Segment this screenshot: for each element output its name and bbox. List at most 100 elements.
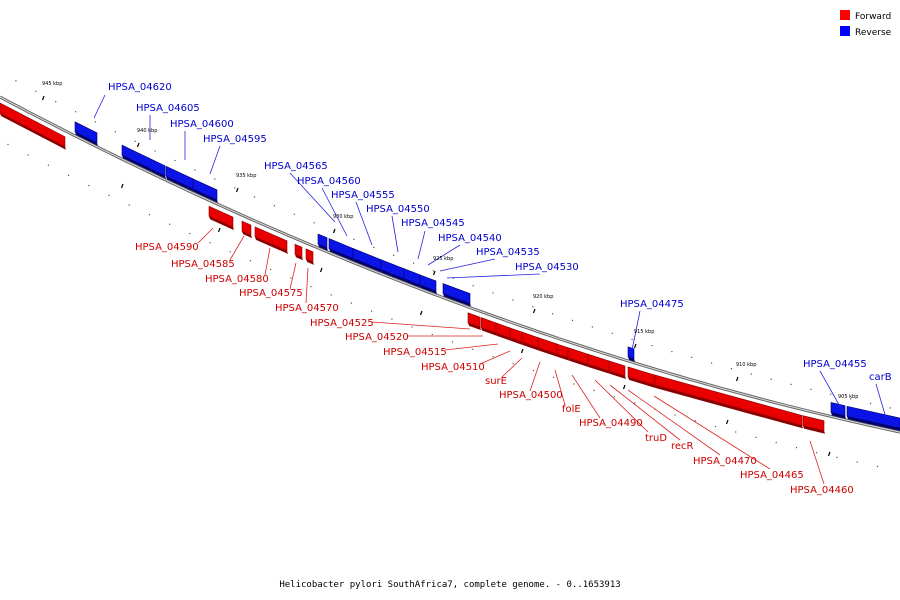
ruler-dot (631, 338, 633, 341)
forward-gene-block-edge (255, 236, 288, 254)
reverse-gene-block-edge (75, 131, 98, 146)
reverse-gene-block-edge (318, 243, 328, 251)
ruler-dot (730, 368, 732, 370)
reverse-gene-block-edge (404, 278, 421, 288)
label-leader (446, 273, 541, 279)
ruler-dot (694, 420, 696, 422)
label-leader (529, 361, 541, 392)
tick-label: 940 kbp (137, 128, 157, 134)
ruler-tick (532, 308, 536, 314)
ruler-dot (876, 465, 879, 468)
gene-label: HPSA_04530 (515, 262, 579, 273)
label-leader (93, 94, 106, 119)
ruler-dot (869, 402, 872, 405)
reverse-gene-block-edge (628, 356, 635, 362)
tick-label: 935 kbp (236, 173, 256, 179)
gene-label: HPSA_04600 (170, 119, 234, 130)
ruler-dot (750, 373, 752, 375)
ruler-dot (512, 299, 514, 301)
ruler-dot (393, 254, 395, 256)
label-leader (439, 258, 496, 272)
label-leader (479, 350, 511, 365)
label-leader (305, 267, 309, 304)
ruler-dot (532, 306, 534, 308)
ruler-dot (27, 154, 29, 156)
legend-reverse-swatch (840, 26, 850, 36)
reverse-gene-block-edge (831, 412, 846, 419)
reverse-gene-block-edge (381, 269, 405, 282)
forward-gene-block-edge (628, 376, 656, 389)
label-leader (321, 187, 348, 237)
ruler-dot (591, 326, 593, 328)
gene-label: HPSA_04500 (499, 390, 563, 401)
label-leader (197, 227, 214, 244)
ruler-dot (553, 376, 555, 378)
gene-label: HPSA_04470 (693, 456, 757, 467)
ruler-tick (827, 451, 831, 457)
ruler-tick (332, 228, 336, 234)
label-leader (229, 235, 245, 261)
ruler-dot (634, 402, 636, 404)
gene-label: recR (671, 441, 694, 452)
ruler-dot (770, 378, 772, 380)
forward-gene-block-edge (209, 216, 234, 231)
tick-label: 915 kbp (634, 329, 654, 335)
gene-label: surE (485, 376, 507, 387)
ruler-dot (671, 351, 673, 353)
label-leader (653, 395, 771, 470)
label-leader (289, 172, 336, 223)
reverse-gene-block (846, 405, 900, 429)
ruler-dot (413, 262, 415, 264)
gene-label: HPSA_04535 (476, 247, 540, 258)
backbone-highlight (0, 96, 900, 433)
ruler-dot (350, 302, 352, 304)
gene-label: HPSA_04510 (421, 362, 485, 373)
label-leader (571, 374, 601, 419)
gene-label: HPSA_04580 (205, 274, 269, 285)
legend-forward-swatch (840, 10, 850, 20)
tick-label: 925 kbp (433, 256, 453, 262)
ruler-dot (88, 184, 90, 187)
label-leader (417, 230, 426, 260)
ruler-tick (622, 384, 626, 390)
label-leader (819, 370, 843, 411)
ruler-dot (290, 277, 292, 279)
gene-label: folE (562, 404, 581, 415)
ruler-dot (134, 140, 136, 142)
ruler-tick (725, 419, 729, 425)
backbone-line (0, 95, 900, 434)
ruler-dot (472, 348, 474, 350)
ruler-dot (552, 313, 554, 315)
ruler-dot (75, 111, 77, 113)
tick-label: 920 kbp (533, 294, 553, 300)
label-leader (609, 384, 681, 441)
gene-label: HPSA_04585 (171, 259, 235, 270)
forward-gene-block-edge (295, 254, 303, 261)
legend: Forward Reverse (840, 10, 892, 38)
forward-gene-block-edge (522, 342, 539, 351)
label-leader (627, 389, 721, 456)
ruler-dot (411, 326, 413, 328)
reverse-gene-block-edge (166, 176, 194, 192)
ruler-dot (674, 414, 676, 416)
ruler-tick (319, 267, 323, 273)
ruler-tick (432, 270, 436, 276)
forward-gene-block-edge (557, 353, 569, 361)
ruler-dot (790, 383, 792, 385)
ruler-dot (836, 456, 838, 458)
ruler-dot (353, 238, 355, 240)
tick-labels: 945 kbp 940 kbp 935 kbp 930 kbp 925 kbp … (42, 81, 858, 400)
label-leader (355, 201, 373, 246)
forward-gene-block-edge (655, 385, 803, 429)
ruler-dot (94, 121, 97, 123)
ruler-dot (816, 452, 818, 454)
gene-label: HPSA_04575 (239, 288, 303, 299)
ruler-dot (492, 356, 494, 358)
gene-label: HPSA_04550 (366, 204, 430, 215)
ruler-tick (136, 142, 140, 148)
forward-gene-block-edge (496, 332, 511, 341)
features (0, 102, 900, 434)
ruler-dot (711, 362, 713, 364)
